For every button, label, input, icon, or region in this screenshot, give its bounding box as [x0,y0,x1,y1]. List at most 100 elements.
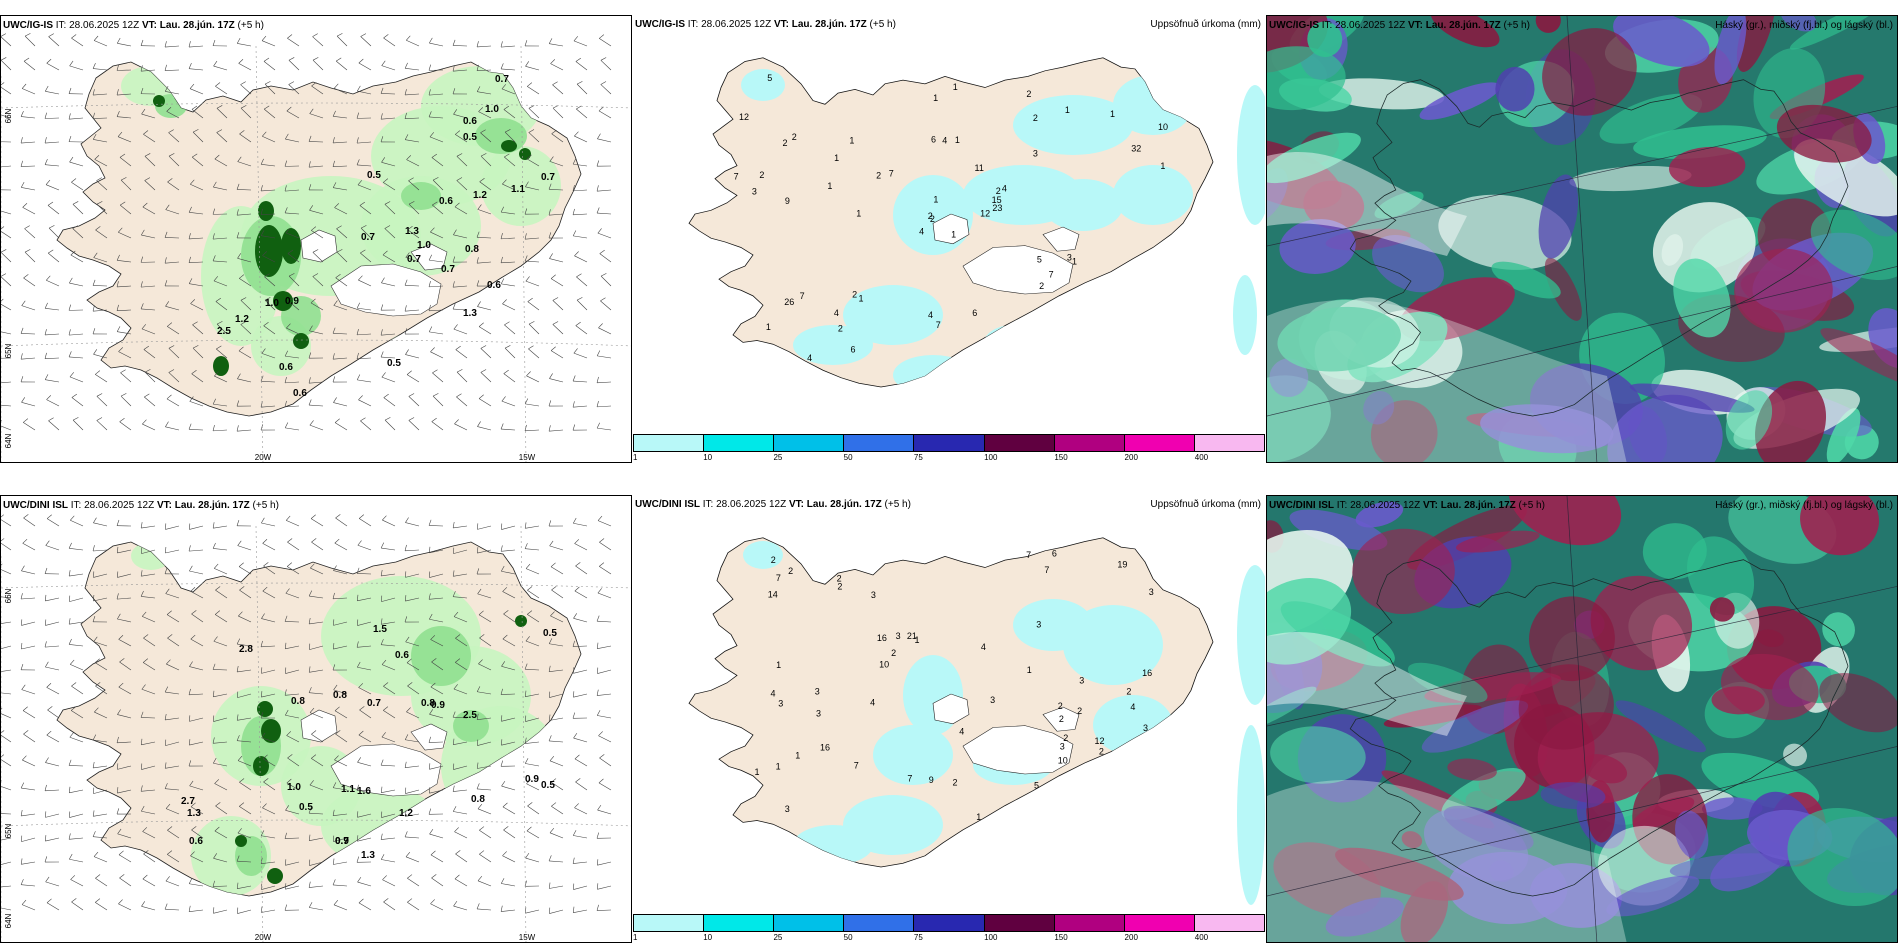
colorbar-swatch [1194,915,1264,931]
lead-time: (+5 h) [866,19,896,30]
precip-amount-label: 2 [1026,89,1031,99]
precip-amount-label: 3 [896,631,901,641]
panel-header: UWC/IG-IS IT: 28.06.2025 12Z VT: Lau. 28… [635,19,896,31]
precip-amount-label: 21 [907,631,917,641]
precip-amount-label: 16 [877,633,887,643]
precip-value-label: 0.8 [333,690,347,701]
wind-barbs [1,33,612,432]
colorbar-tick-label: 10 [703,933,713,942]
colorbar-swatch [704,915,775,931]
precip-amount-label: 2 [1059,714,1064,724]
precip-amount-label: 10 [1158,122,1168,132]
precip-amount-label: 4 [770,689,775,699]
lat-label: 65N [4,823,13,838]
precip-amount-label: 2 [996,186,1001,196]
precip-map[interactable]: 2431171614477164321161910372232315242233… [633,495,1265,913]
lon-label: 15W [519,453,536,462]
precip-amount-label: 4 [928,310,933,320]
precip-amount-label: 6 [931,134,936,144]
precip-value-label: 0.7 [541,172,555,183]
precip-value-label: 1.3 [361,850,375,861]
lead-time: (+5 h) [1515,500,1545,511]
precip-value-label: 1.0 [485,104,499,115]
precip-amount-label: 1 [955,135,960,145]
colorbar-swatch [774,435,845,451]
precip-amount-label: 12 [980,208,990,218]
precip-value-label: 1.6 [357,786,371,797]
precip-amount-label: 2 [930,214,935,224]
wind-barbs [1,514,612,914]
lon-label: 20W [255,933,272,942]
model-name: UWC/IG-IS [635,19,685,30]
precip-amount-label: 5 [1034,780,1039,790]
iceland-outline [1349,79,1849,417]
precip-value-label: 1.3 [405,226,419,237]
panel-title: Háský (gr.), miðský (fj.bl.) og lágský (… [1715,20,1893,31]
precip-amount-label: 2 [952,778,957,788]
precip-value-label: 2.5 [217,326,231,337]
wind-map[interactable]: 66N 65N 64N 20W 15W 0.7 0.5 0.7 1.0 0.6 0.5 0.7 0.6 1… [1,16,632,463]
precip-value-label: 0.6 [293,388,307,399]
cloud-map[interactable] [1267,16,1898,463]
precip-amount-label: 4 [1130,702,1135,712]
precip-amount-label: 1 [933,93,938,103]
precip-amount-label: 2 [1126,686,1131,696]
colorbar-tick-label: 400 [1194,453,1209,462]
graticule [1,45,631,462]
precip-amount-label: 3 [990,695,995,705]
precip-value-label: 2.8 [239,644,253,655]
panel-header: UWC/DINI ISL IT: 28.06.2025 12Z VT: Lau.… [635,499,911,511]
precip-amount-label: 7 [776,573,781,583]
cloud-map[interactable] [1267,496,1898,943]
model-name: UWC/DINI ISL [3,500,68,511]
precip-amount-label: 7 [889,169,894,179]
precip-value-label: 0.6 [189,836,203,847]
precip-amount-label: 1 [914,635,919,645]
colorbar-tick-label: 75 [913,933,923,942]
graticule [1,525,631,942]
panel-header: UWC/IG-IS IT: 28.06.2025 12Z VT: Lau. 28… [1269,20,1530,32]
precip-value-label: 0.6 [463,116,477,127]
init-time: IT: 28.06.2025 12Z [1334,500,1423,511]
precip-amount-label: 1 [776,660,781,670]
precip-amount-label: 3 [815,686,820,696]
precip-value-label: 1.3 [463,308,477,319]
colorbar-swatch [704,435,775,451]
precip-value-label: 0.7 [367,698,381,709]
lat-label: 66N [4,108,13,123]
precip-amount-label: 7 [907,774,912,784]
precip-value-label: 0.9 [525,774,539,785]
init-time: IT: 28.06.2025 12Z [1319,20,1408,31]
precip-value-label: 1.3 [187,808,201,819]
precip-amount-label: 14 [768,589,778,599]
lon-label: 15W [519,933,536,942]
precip-value-label: 1.0 [265,298,279,309]
precip-amount-label: 15 [992,195,1002,205]
colorbar-swatch [774,915,845,931]
precip-value-label: 0.7 [441,264,455,275]
precip-amount-label: 4 [959,726,964,736]
lon-label: 20W [255,453,272,462]
precip-value-label: 0.6 [439,196,453,207]
colorbar-tick-label: 400 [1194,933,1209,942]
init-time: IT: 28.06.2025 12Z [700,499,789,510]
lat-label: 65N [4,343,13,358]
panel-title: Uppsöfnuð úrkoma (mm) [1150,19,1261,30]
precip-map[interactable]: 1221212121291043461177244121351241112321… [633,15,1265,433]
precip-amount-label: 5 [1037,255,1042,265]
precip-amount-label: 1 [795,751,800,761]
precip-amount-label: 2 [1039,281,1044,291]
panel-header: UWC/DINI ISL IT: 28.06.2025 12Z VT: Lau.… [3,500,303,512]
vt-label: VT: [1407,20,1423,31]
valid-time: Lau. 28.jún. 17Z [174,500,250,511]
precip-amount-label: 3 [752,187,757,197]
precip-amount-label: 6 [972,308,977,318]
precip-value-label: 2.7 [181,796,195,807]
precip-amount-label: 4 [807,353,812,363]
lat-label: 64N [4,433,13,448]
precip-value-label: 0.8 [465,244,479,255]
lead-time: (+5 h) [234,20,264,31]
colorbar-swatch [634,915,705,931]
wind-panel-bottom: UWC/DINI ISL IT: 28.06.2025 12Z VT: Lau.… [0,495,632,943]
